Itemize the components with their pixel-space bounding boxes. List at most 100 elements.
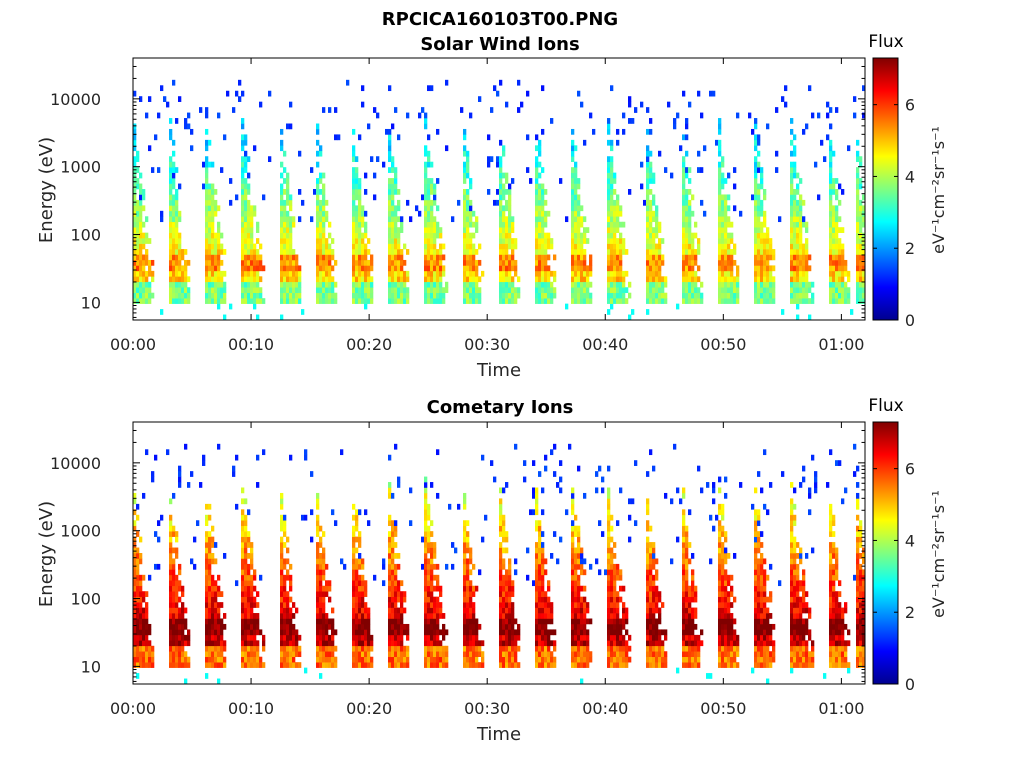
heatmap-cell xyxy=(319,629,323,636)
heatmap-cell xyxy=(394,270,398,277)
heatmap-cell xyxy=(763,232,767,239)
heatmap-cell xyxy=(541,221,545,228)
heatmap-cell xyxy=(754,178,758,184)
heatmap-cell xyxy=(649,563,653,570)
heatmap-cell xyxy=(613,249,617,255)
heatmap-cell xyxy=(790,238,794,244)
heatmap-cell xyxy=(682,270,686,277)
heatmap-cell xyxy=(205,542,209,548)
heatmap-cell xyxy=(652,596,656,603)
heatmap-cell xyxy=(829,172,833,179)
heatmap-cell xyxy=(478,569,482,576)
heatmap-cell xyxy=(814,161,818,168)
heatmap-cell xyxy=(364,640,368,647)
heatmap-cell xyxy=(319,189,323,195)
heatmap-cell xyxy=(175,287,179,294)
heatmap-cell xyxy=(328,265,332,272)
heatmap-cell xyxy=(247,602,251,608)
heatmap-cell xyxy=(424,265,428,272)
heatmap-cell xyxy=(232,107,236,113)
heatmap-cell xyxy=(697,249,701,255)
heatmap-cell xyxy=(607,161,611,168)
heatmap-cell xyxy=(436,281,440,288)
heatmap-cell xyxy=(685,645,689,652)
heatmap-cell xyxy=(613,574,617,581)
heatmap-cell xyxy=(358,216,362,223)
heatmap-cell xyxy=(286,292,290,299)
heatmap-cell xyxy=(757,194,761,201)
heatmap-cell xyxy=(538,645,542,652)
heatmap-cell xyxy=(499,651,503,658)
heatmap-cell xyxy=(466,591,470,597)
heatmap-cell xyxy=(541,607,545,614)
heatmap-cell xyxy=(760,221,764,228)
heatmap-cell xyxy=(292,265,296,272)
heatmap-cell xyxy=(289,629,293,636)
heatmap-cell xyxy=(652,640,656,647)
heatmap-cell xyxy=(616,629,620,636)
heatmap-cell xyxy=(688,199,692,206)
heatmap-cell xyxy=(577,281,581,288)
heatmap-cell xyxy=(724,216,728,223)
heatmap-cell xyxy=(523,476,527,483)
heatmap-cell xyxy=(472,281,476,288)
heatmap-cell xyxy=(361,585,365,592)
heatmap-cell xyxy=(607,216,611,223)
heatmap-cell xyxy=(535,547,539,554)
heatmap-cell xyxy=(613,580,617,587)
heatmap-cell xyxy=(466,150,470,157)
heatmap-cell xyxy=(544,651,548,658)
heatmap-cell xyxy=(136,645,140,652)
heatmap-cell xyxy=(460,107,464,113)
heatmap-cell xyxy=(505,531,509,537)
heatmap-cell xyxy=(535,221,539,228)
heatmap-cell xyxy=(397,287,401,294)
heatmap-cell xyxy=(217,656,221,663)
heatmap-cell xyxy=(247,509,251,516)
heatmap-cell xyxy=(658,276,662,283)
heatmap-cell xyxy=(610,514,614,521)
heatmap-cell xyxy=(691,574,695,581)
heatmap-cell xyxy=(646,221,650,228)
heatmap-cell xyxy=(169,585,173,592)
heatmap-cell xyxy=(388,232,392,239)
heatmap-cell xyxy=(757,287,761,294)
heatmap-cell xyxy=(151,276,155,283)
heatmap-cell xyxy=(658,238,662,244)
heatmap-cell xyxy=(289,238,293,244)
heatmap-cell xyxy=(208,205,212,212)
heatmap-cell xyxy=(244,156,248,163)
heatmap-cell xyxy=(250,243,254,250)
heatmap-cell xyxy=(289,287,293,294)
heatmap-cell xyxy=(652,238,656,244)
heatmap-cell xyxy=(478,645,482,652)
heatmap-cell xyxy=(718,298,722,304)
heatmap-cell xyxy=(400,221,404,228)
heatmap-cell xyxy=(286,281,290,288)
heatmap-cell xyxy=(178,249,182,255)
heatmap-cell xyxy=(253,585,257,592)
heatmap-cell xyxy=(718,249,722,255)
heatmap-cell xyxy=(355,227,359,233)
heatmap-cell xyxy=(730,287,734,294)
heatmap-cell xyxy=(475,281,479,288)
heatmap-cell xyxy=(280,542,284,548)
heatmap-cell xyxy=(283,607,287,614)
heatmap-cell xyxy=(355,574,359,581)
heatmap-cell xyxy=(139,221,143,228)
heatmap-cell xyxy=(361,602,365,608)
heatmap-cell xyxy=(646,585,650,592)
heatmap-cell xyxy=(838,276,842,283)
panel-title: Cometary Ions xyxy=(427,397,574,418)
heatmap-cell xyxy=(160,210,164,217)
heatmap-cell xyxy=(778,216,782,223)
heatmap-cell xyxy=(772,292,776,299)
heatmap-cell xyxy=(610,651,614,658)
heatmap-cell xyxy=(610,216,614,223)
heatmap-cell xyxy=(625,629,629,636)
heatmap-cell xyxy=(394,232,398,239)
heatmap-cell xyxy=(580,602,584,608)
heatmap-cell xyxy=(538,194,542,201)
heatmap-cell xyxy=(808,281,812,288)
heatmap-cell xyxy=(403,281,407,288)
